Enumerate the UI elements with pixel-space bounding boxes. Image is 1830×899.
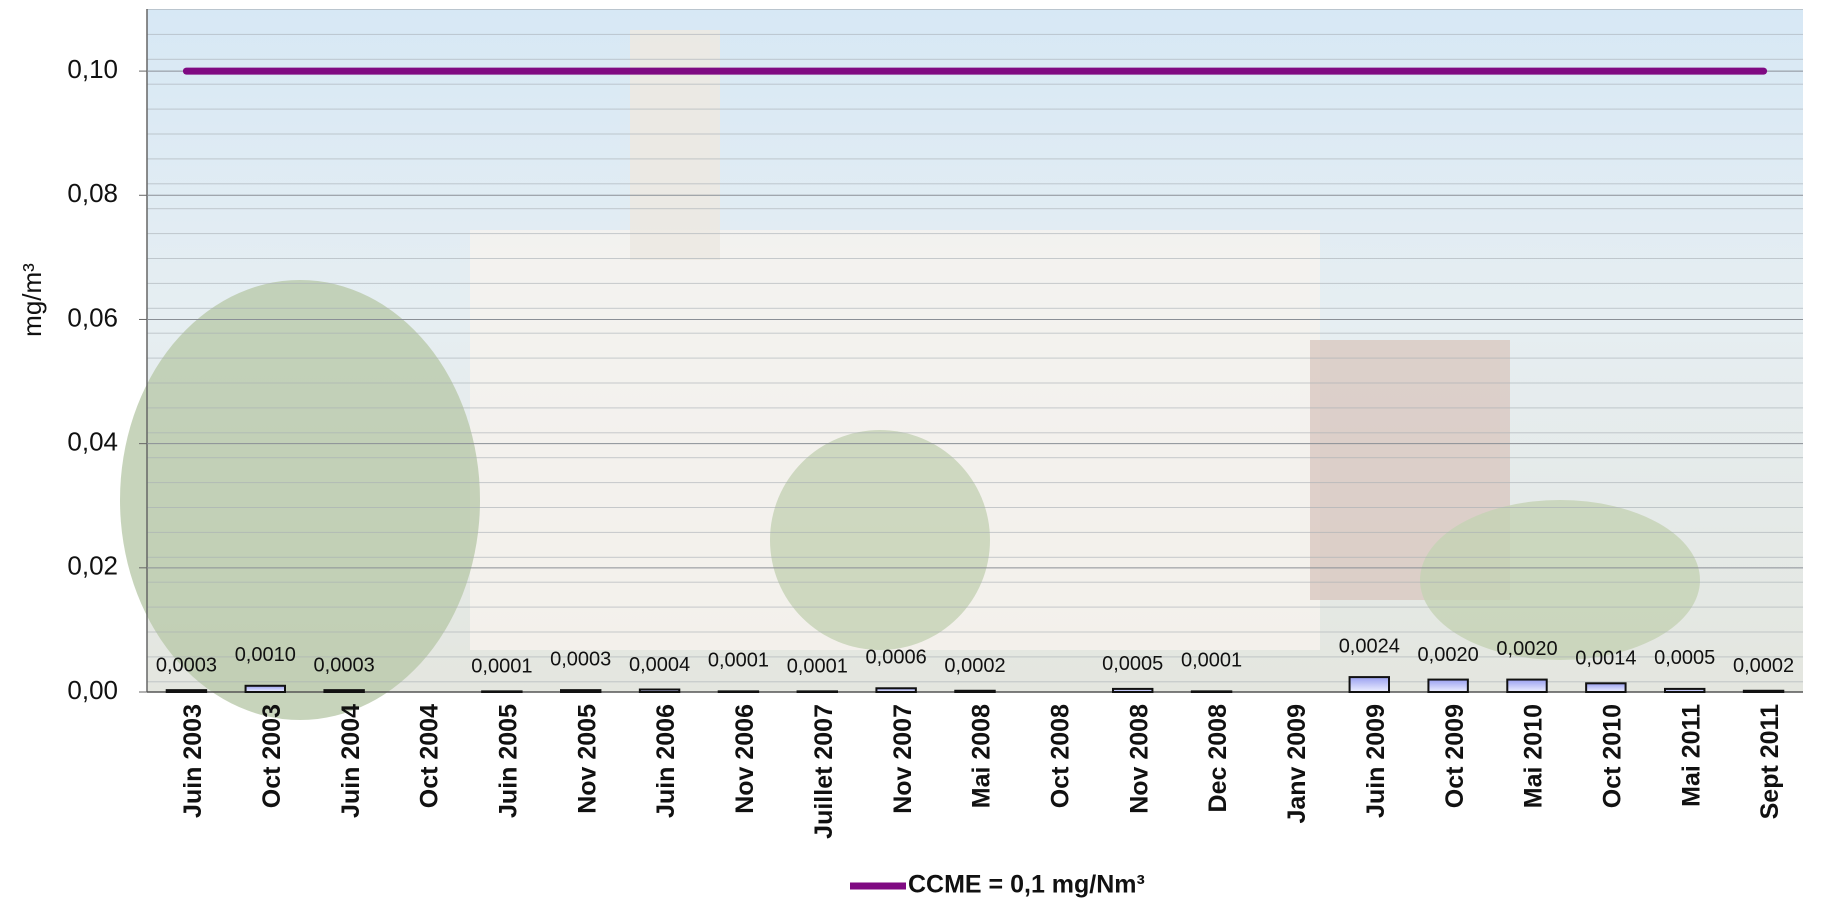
bar bbox=[954, 689, 996, 693]
value-label: 0,0003 bbox=[550, 648, 611, 670]
value-label: 0,0020 bbox=[1418, 644, 1479, 666]
y-tick-label: 0,00 bbox=[67, 675, 118, 705]
bar bbox=[875, 687, 917, 693]
bar bbox=[1348, 676, 1390, 694]
value-label: 0,0001 bbox=[787, 656, 848, 678]
y-tick-label: 0,06 bbox=[67, 302, 118, 332]
x-tick-label: Oct 2003 bbox=[258, 704, 286, 808]
x-tick-label: Oct 2009 bbox=[1441, 704, 1469, 808]
x-tick-label: Juin 2005 bbox=[494, 704, 522, 818]
bar bbox=[1742, 689, 1785, 693]
bar bbox=[1585, 682, 1627, 693]
bar bbox=[560, 689, 602, 693]
y-tick-label: 0,04 bbox=[67, 427, 118, 457]
value-label: 0,0024 bbox=[1339, 635, 1400, 657]
value-label: 0,0006 bbox=[866, 647, 927, 669]
y-tick-label: 0,10 bbox=[67, 54, 118, 84]
x-tick-label: Sept 2011 bbox=[1756, 704, 1784, 819]
bar bbox=[638, 688, 681, 693]
x-tick-label: Juin 2004 bbox=[337, 704, 365, 818]
x-tick-label: Mai 2010 bbox=[1520, 704, 1548, 808]
x-tick-label: Oct 2010 bbox=[1598, 704, 1626, 808]
x-tick-label: Oct 2008 bbox=[1046, 704, 1074, 808]
value-label: 0,0004 bbox=[629, 654, 690, 676]
x-tick-label: Nov 2007 bbox=[889, 704, 917, 814]
x-tick-label: Oct 2004 bbox=[416, 704, 444, 808]
x-tick-label: Juillet 2007 bbox=[810, 704, 838, 839]
value-label: 0,0001 bbox=[1181, 650, 1242, 672]
y-tick-label: 0,02 bbox=[67, 551, 118, 581]
value-label: 0,0001 bbox=[708, 650, 769, 672]
y-tick-label: 0,08 bbox=[67, 178, 118, 208]
bar bbox=[1190, 690, 1233, 693]
x-tick-label: Nov 2006 bbox=[731, 704, 759, 814]
x-tick-label: Nov 2008 bbox=[1125, 704, 1153, 814]
x-tick-label: Juin 2003 bbox=[179, 704, 207, 818]
value-label: 0,0001 bbox=[471, 656, 532, 678]
value-label: 0,0010 bbox=[235, 644, 296, 666]
x-tick-label: Janv 2009 bbox=[1283, 704, 1311, 824]
bar bbox=[165, 689, 208, 693]
bar bbox=[1506, 678, 1548, 694]
x-tick-label: Mai 2011 bbox=[1677, 704, 1705, 807]
x-tick-label: Juin 2009 bbox=[1362, 704, 1390, 818]
value-label: 0,0014 bbox=[1575, 648, 1636, 670]
value-label: 0,0003 bbox=[156, 654, 217, 676]
x-tick-label: Nov 2005 bbox=[573, 704, 601, 814]
x-tick-label: Juin 2006 bbox=[652, 704, 680, 818]
bar bbox=[1427, 678, 1469, 694]
y-axis-title: mg/m³ bbox=[17, 263, 47, 337]
bar bbox=[244, 684, 286, 693]
value-label: 0,0002 bbox=[1733, 655, 1794, 677]
value-label: 0,0005 bbox=[1102, 653, 1163, 675]
legend-label: CCME = 0,1 mg/Nm³ bbox=[908, 871, 1145, 899]
bar bbox=[481, 690, 523, 693]
bar bbox=[796, 690, 838, 693]
value-label: 0,0020 bbox=[1496, 638, 1557, 660]
bar bbox=[323, 689, 365, 693]
x-tick-label: Mai 2008 bbox=[968, 704, 996, 808]
x-tick-label: Dec 2008 bbox=[1204, 704, 1232, 813]
bar bbox=[1112, 687, 1154, 693]
value-label: 0,0002 bbox=[944, 655, 1005, 677]
bar bbox=[717, 690, 760, 693]
value-label: 0,0005 bbox=[1654, 647, 1715, 669]
value-label: 0,0003 bbox=[314, 654, 375, 676]
bar bbox=[1664, 687, 1706, 693]
minor-grid bbox=[147, 9, 1803, 692]
